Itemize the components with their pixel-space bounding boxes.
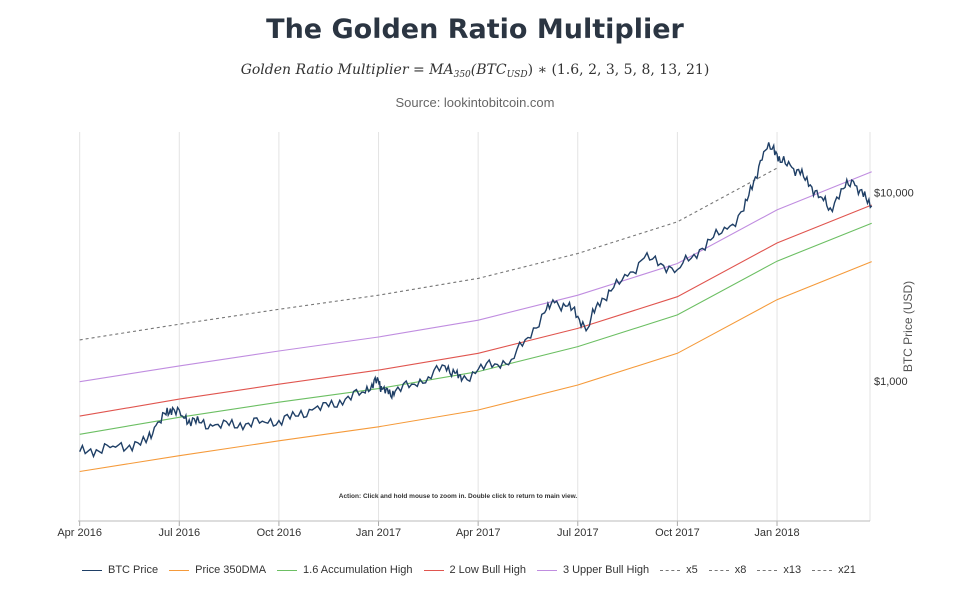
series-line-ma350	[79, 261, 872, 473]
x-tick-label: Oct 2016	[257, 527, 302, 539]
series-line-x2	[79, 204, 872, 417]
series-layer	[79, 142, 873, 473]
legend-swatch	[757, 569, 778, 571]
legend-label: 1.6 Accumulation High	[303, 564, 413, 576]
legend-item-x21[interactable]: x21	[812, 564, 856, 576]
legend-item-x13[interactable]: x13	[757, 564, 801, 576]
x-tick-label: Apr 2017	[456, 527, 501, 539]
formula-sub-350: 350	[453, 70, 471, 80]
legend: BTC Price Price 350DMA 1.6 Accumulation Hi…	[82, 564, 867, 576]
legend-swatch	[660, 569, 681, 571]
legend-swatch	[82, 569, 102, 571]
legend-item-btc[interactable]: BTC Price	[82, 564, 158, 576]
formula: Golden Ratio Multiplier = MA350(BTCUSD) …	[0, 62, 950, 80]
legend-label: x8	[734, 564, 747, 576]
source-text: Source: lookintobitcoin.com	[395, 95, 555, 110]
y-axis-title: BTC Price (USD)	[901, 281, 915, 372]
series-line-x1_6	[79, 222, 872, 435]
legend-label: Price 350DMA	[195, 564, 267, 576]
formula-rhs: ) ∗ (1.6, 2, 3, 5, 8, 13, 21)	[527, 62, 710, 78]
x-tick-label: Apr 2016	[57, 527, 102, 539]
legend-label: x21	[838, 564, 856, 576]
legend-swatch	[812, 569, 833, 571]
legend-swatch	[277, 569, 298, 571]
y-tick-label: $10,000	[874, 188, 914, 200]
legend-item-x2[interactable]: 2 Low Bull High	[423, 564, 526, 576]
formula-lhs: Golden Ratio Multiplier = MA	[240, 62, 454, 78]
legend-item-x3[interactable]: 3 Upper Bull High	[536, 564, 650, 576]
legend-swatch	[536, 569, 557, 571]
series-line-x3	[79, 171, 872, 383]
x-tick-label: Jul 2017	[557, 527, 599, 539]
chart-plot[interactable]: Apr 2016 Jul 2016 Oct 2016 Jan 2017 Apr 2017…	[0, 0, 980, 560]
legend-item-x8[interactable]: x8	[708, 564, 747, 576]
legend-label: x13	[783, 564, 802, 576]
legend-swatch	[169, 569, 190, 571]
y-tick-label: $1,000	[874, 376, 908, 388]
legend-label: 2 Low Bull High	[449, 564, 526, 576]
x-tick-label: Jan 2017	[356, 527, 401, 539]
x-tick-label: Oct 2017	[655, 527, 700, 539]
legend-item-x5[interactable]: x5	[660, 564, 698, 576]
grid-layer	[79, 132, 871, 521]
series-line-btc	[79, 142, 873, 459]
series-line-x5	[79, 167, 778, 341]
formula-sub-usd: USD	[506, 70, 528, 80]
legend-swatch	[423, 569, 444, 571]
legend-swatch	[708, 569, 729, 571]
legend-label: x5	[686, 564, 698, 576]
legend-item-x1_6[interactable]: 1.6 Accumulation High	[277, 564, 413, 576]
legend-label: BTC Price	[108, 564, 159, 576]
chart-title: The Golden Ratio Multiplier	[266, 14, 684, 45]
x-tick-label: Jan 2018	[754, 527, 799, 539]
legend-label: 3 Upper Bull High	[562, 564, 650, 576]
x-tick-label: Jul 2016	[158, 527, 200, 539]
axis-layer: Apr 2016 Jul 2016 Oct 2016 Jan 2017 Apr 2017…	[57, 188, 915, 539]
formula-mid: (BTC	[470, 62, 507, 78]
action-hint: Action: Click and hold mouse to zoom in.…	[339, 493, 578, 500]
legend-item-ma350[interactable]: Price 350DMA	[169, 564, 266, 576]
